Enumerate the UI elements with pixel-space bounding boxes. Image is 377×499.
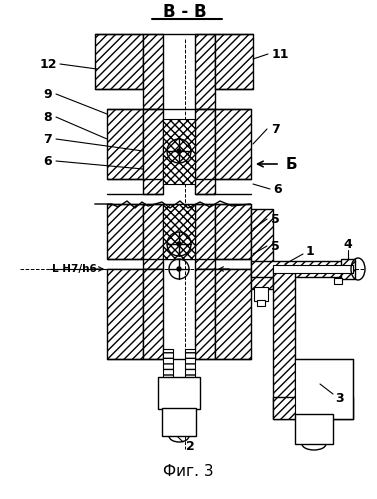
- Text: 12: 12: [39, 57, 57, 70]
- Bar: [143, 269, 163, 359]
- Bar: [163, 119, 195, 184]
- Text: 5: 5: [271, 240, 279, 252]
- Bar: [215, 269, 251, 359]
- Bar: [143, 34, 163, 109]
- Text: 9: 9: [44, 87, 52, 100]
- Text: Б: Б: [285, 157, 297, 172]
- Bar: [143, 204, 163, 269]
- Bar: [163, 349, 173, 379]
- Bar: [295, 414, 333, 444]
- Text: 5: 5: [271, 213, 279, 226]
- Bar: [195, 34, 215, 109]
- Bar: [107, 109, 143, 179]
- Text: 3: 3: [336, 393, 344, 406]
- Text: 1: 1: [306, 245, 314, 257]
- Bar: [195, 269, 215, 359]
- Bar: [158, 377, 200, 409]
- Bar: [254, 287, 268, 301]
- Bar: [251, 261, 351, 277]
- Bar: [95, 34, 143, 89]
- Text: Фиг. 3: Фиг. 3: [163, 464, 213, 479]
- Circle shape: [177, 242, 181, 246]
- Text: 11: 11: [271, 47, 289, 60]
- Bar: [341, 259, 355, 279]
- Bar: [295, 359, 353, 419]
- Text: 2: 2: [185, 441, 195, 454]
- Bar: [215, 204, 251, 259]
- Bar: [273, 265, 353, 273]
- Bar: [107, 269, 143, 359]
- Text: 7: 7: [271, 122, 279, 136]
- Bar: [195, 109, 215, 194]
- Text: В - В: В - В: [163, 3, 207, 21]
- Bar: [215, 109, 251, 179]
- Bar: [143, 109, 163, 194]
- Bar: [334, 278, 342, 284]
- Text: 7: 7: [44, 133, 52, 146]
- Bar: [195, 204, 215, 269]
- Circle shape: [177, 149, 181, 153]
- Text: L H7/h6: L H7/h6: [52, 264, 97, 274]
- Text: 6: 6: [44, 155, 52, 168]
- Text: 8: 8: [44, 110, 52, 123]
- Bar: [162, 408, 196, 436]
- Circle shape: [177, 267, 181, 271]
- Bar: [273, 269, 295, 419]
- Bar: [251, 209, 273, 289]
- Bar: [215, 34, 253, 89]
- Bar: [257, 300, 265, 306]
- Bar: [163, 204, 195, 259]
- Bar: [273, 397, 353, 419]
- Text: 6: 6: [274, 183, 282, 196]
- Bar: [107, 204, 143, 259]
- Bar: [185, 349, 195, 379]
- Text: 4: 4: [343, 238, 352, 250]
